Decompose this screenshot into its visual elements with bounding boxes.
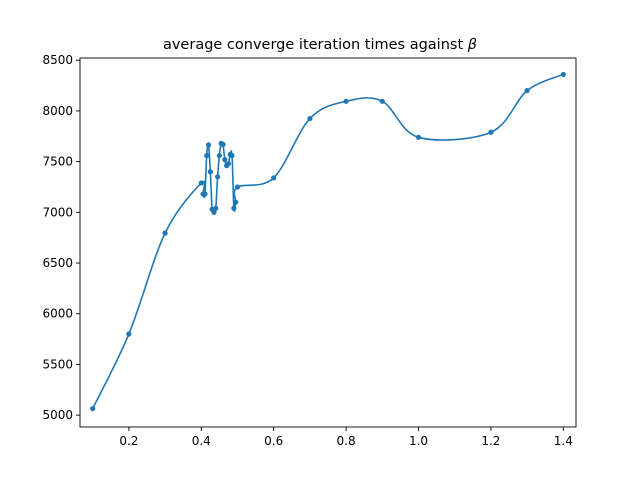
x-tick-label: 0.4 xyxy=(192,434,211,448)
x-tick-label: 1.2 xyxy=(481,434,500,448)
data-point xyxy=(202,191,208,197)
x-tick-label: 0.6 xyxy=(264,434,283,448)
axes-frame xyxy=(79,57,577,428)
data-point xyxy=(126,331,132,337)
data-point xyxy=(343,98,349,104)
x-tick-label: 0.8 xyxy=(337,434,356,448)
chart-title-beta-symbol: β xyxy=(467,37,477,53)
y-tick-label: 8000 xyxy=(42,104,73,118)
data-point xyxy=(222,157,228,163)
x-tick-label: 0.2 xyxy=(119,434,138,448)
data-point xyxy=(198,180,204,186)
data-point xyxy=(271,175,277,181)
y-tick-label: 8500 xyxy=(42,53,73,67)
data-point xyxy=(379,98,385,104)
y-tick-label: 7500 xyxy=(42,155,73,169)
data-point xyxy=(213,205,219,211)
data-point xyxy=(162,230,168,236)
y-tick-label: 5000 xyxy=(42,408,73,422)
data-point xyxy=(220,141,226,147)
data-point xyxy=(234,184,241,190)
data-point xyxy=(216,152,222,159)
data-point xyxy=(229,152,235,159)
x-tick-label: 1.4 xyxy=(554,434,573,448)
data-point xyxy=(524,88,530,94)
y-tick-label: 7000 xyxy=(42,205,73,219)
y-tick-label: 6500 xyxy=(42,256,73,270)
x-tick-label: 1.0 xyxy=(409,434,428,448)
y-tick-label: 5500 xyxy=(42,357,73,371)
chart-title-text: average converge iteration times against xyxy=(163,37,468,53)
series-line xyxy=(91,73,564,409)
data-point xyxy=(415,134,422,140)
plot-area: 0.2 0.4 0.6 0.8 1.0 1.2 1.4 5000 5500 6000 6500 700… xyxy=(42,53,577,448)
data-point xyxy=(214,174,221,180)
data-point xyxy=(204,152,210,159)
data-point xyxy=(560,71,566,78)
y-tick-label: 6000 xyxy=(42,307,73,321)
data-point xyxy=(488,129,494,135)
data-point xyxy=(211,209,217,215)
data-point xyxy=(233,199,239,205)
data-point xyxy=(231,205,237,211)
data-point xyxy=(207,169,213,175)
data-point xyxy=(90,405,96,412)
data-point xyxy=(225,161,232,167)
data-point xyxy=(205,142,212,148)
chart-title: average converge iteration times against… xyxy=(163,37,477,53)
data-point xyxy=(307,115,313,122)
